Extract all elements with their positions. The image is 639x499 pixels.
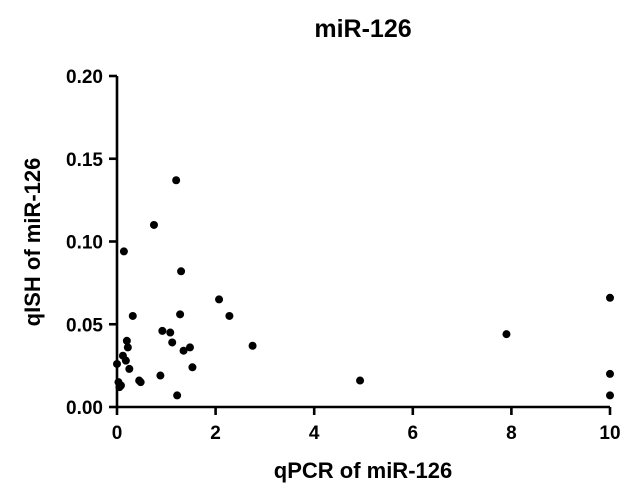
data-point	[356, 376, 365, 385]
x-tick-label: 2	[210, 423, 221, 444]
data-point	[119, 247, 128, 256]
data-points	[113, 176, 614, 400]
y-axis-ticks: 0.00 0.05 0.10 0.15 0.20	[66, 67, 117, 419]
data-point	[179, 346, 188, 355]
data-point	[123, 343, 132, 352]
data-point	[177, 267, 186, 276]
data-point	[158, 326, 167, 335]
x-tick-label: 6	[408, 423, 419, 444]
data-point	[156, 371, 165, 380]
x-tick-label: 10	[599, 423, 620, 444]
x-tick-label: 4	[309, 423, 320, 444]
data-point	[173, 391, 182, 400]
y-tick-label: 0.05	[66, 315, 103, 336]
data-point	[502, 330, 511, 339]
data-point	[176, 310, 185, 319]
data-point	[606, 293, 614, 302]
data-point	[168, 338, 177, 347]
x-tick-label: 8	[506, 423, 517, 444]
data-point	[248, 341, 257, 350]
data-point	[128, 311, 137, 320]
data-point	[215, 295, 224, 304]
x-tick-label: 0	[112, 423, 123, 444]
data-point	[606, 391, 614, 400]
data-point	[166, 328, 175, 337]
data-point	[122, 336, 131, 345]
x-axis-label: qPCR of miR-126	[274, 458, 452, 483]
y-tick-label: 0.10	[66, 233, 103, 254]
y-tick-label: 0.20	[66, 67, 103, 88]
data-point	[136, 378, 145, 387]
y-tick-label: 0.00	[66, 398, 103, 419]
data-point	[149, 220, 158, 229]
data-point	[113, 359, 121, 368]
data-point	[606, 369, 614, 378]
data-point	[172, 176, 181, 185]
y-tick-label: 0.15	[66, 150, 103, 171]
data-point	[225, 311, 234, 320]
data-point	[121, 356, 130, 365]
chart-title: miR-126	[314, 15, 411, 43]
y-axis-label: qISH of miR-126	[20, 158, 45, 327]
data-point	[185, 343, 194, 352]
data-point	[116, 381, 125, 390]
x-axis-ticks: 0 2 4 6 8 10	[112, 407, 621, 444]
data-point	[125, 364, 134, 373]
data-point	[188, 363, 197, 372]
